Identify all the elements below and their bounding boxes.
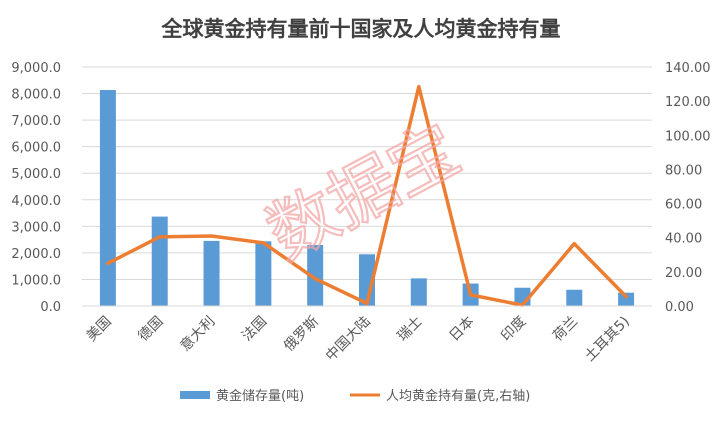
y-right-tick-label: 0.00	[665, 300, 694, 315]
y-left-tick-label: 8,000.0	[11, 88, 61, 103]
bar	[410, 278, 427, 306]
bar	[203, 240, 220, 306]
y-left-tick-label: 1,000.0	[11, 273, 61, 288]
bar	[151, 216, 168, 306]
y-left-tick-label: 6,000.0	[11, 141, 61, 156]
bar	[566, 289, 583, 306]
bar	[99, 90, 116, 306]
y-axis-right: 0.00 20.00 40.00 60.00 80.00 100.00 120.00 140.…	[665, 61, 711, 315]
line-point	[365, 301, 369, 305]
y-right-tick-label: 80.00	[665, 163, 702, 178]
y-left-tick-label: 5,000.0	[11, 167, 61, 182]
legend-line-label: 人均黄金持有量(克,右轴)	[386, 388, 530, 404]
y-left-tick-label: 2,000.0	[11, 247, 61, 262]
y-right-tick-label: 40.00	[665, 232, 702, 247]
line-point	[572, 242, 576, 246]
y-right-tick-label: 20.00	[665, 266, 702, 281]
legend-bar-label: 黄金储存量(吨)	[216, 388, 304, 404]
legend: 黄金储存量(吨) 人均黄金持有量(克,右轴)	[180, 388, 530, 404]
bar	[618, 292, 635, 306]
line-point	[313, 277, 317, 281]
line-point	[261, 241, 265, 245]
bar	[307, 244, 324, 306]
chart-title: 全球黄金持有量前十国家及人均黄金持有量	[161, 17, 561, 41]
line-point	[158, 235, 162, 239]
line-point	[106, 261, 110, 265]
y-right-tick-label: 120.00	[665, 95, 711, 110]
y-left-tick-label: 0.0	[40, 300, 61, 315]
line-point	[469, 293, 473, 297]
y-left-tick-label: 7,000.0	[11, 114, 61, 129]
line-point	[624, 295, 628, 299]
y-right-tick-label: 60.00	[665, 198, 702, 213]
y-axis-left: 0.0 1,000.0 2,000.0 3,000.0 4,000.0 5,000.0 6,…	[11, 61, 61, 315]
line-point	[210, 234, 214, 238]
y-left-tick-label: 4,000.0	[11, 194, 61, 209]
y-right-tick-label: 100.00	[665, 129, 711, 144]
bar	[255, 241, 272, 306]
y-right-tick-label: 140.00	[665, 61, 711, 76]
y-left-tick-label: 9,000.0	[11, 61, 61, 76]
line-point	[417, 85, 421, 89]
y-left-tick-label: 3,000.0	[11, 220, 61, 235]
legend-bar-swatch	[180, 391, 210, 399]
